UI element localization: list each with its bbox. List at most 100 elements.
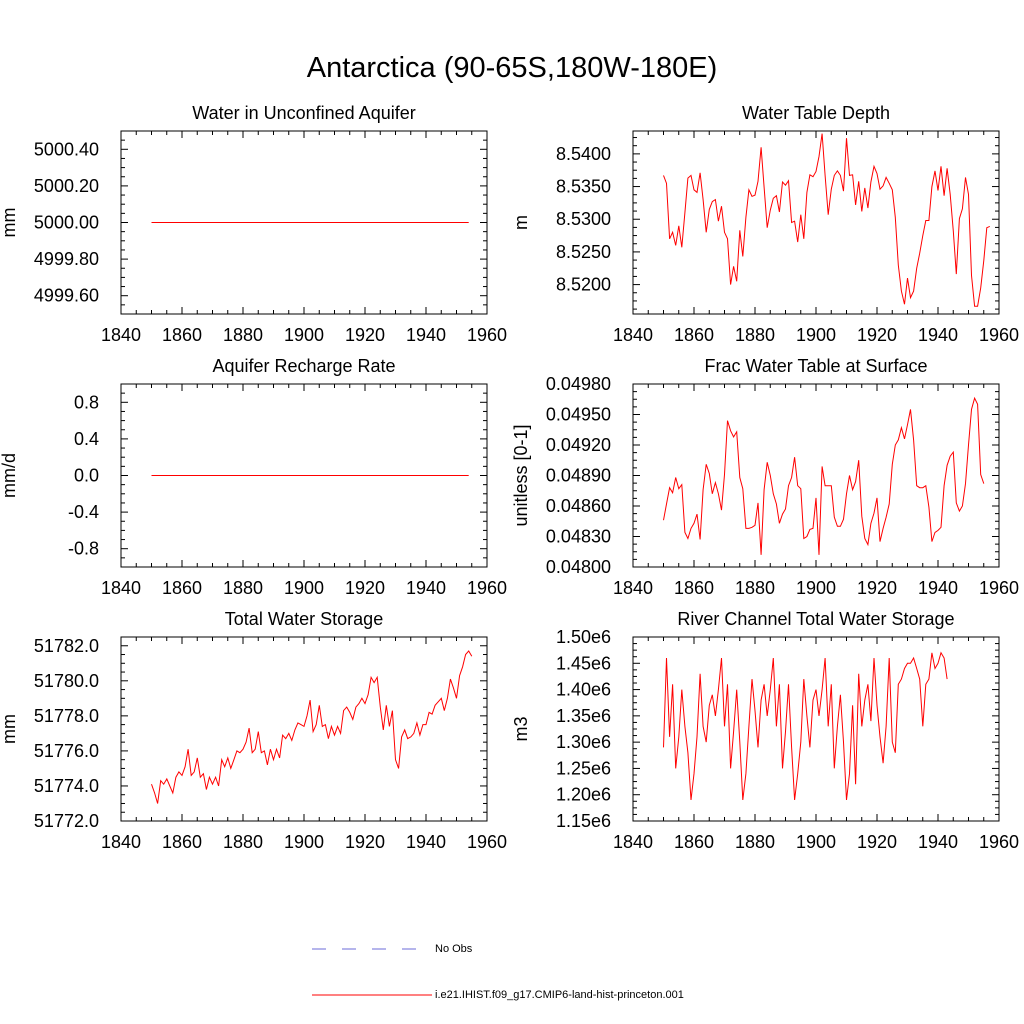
y-tick-label: 8.5200 (556, 275, 611, 295)
panel-1: Water in Unconfined Aquifer mm 1840 1860 188… (0, 103, 507, 345)
x-tick-label: 1920 (857, 578, 897, 598)
x-tick-label: 1860 (674, 832, 714, 852)
figure-title: Antarctica (90-65S,180W-180E) (306, 52, 718, 84)
y-tick-label: 0.8 (74, 392, 99, 412)
x-tick-label: 1880 (735, 325, 775, 345)
panel-frame (632, 636, 1000, 822)
y-tick-label: 8.5300 (556, 209, 611, 229)
x-tick-label: 1940 (918, 578, 958, 598)
x-tick-label: 1840 (613, 832, 653, 852)
x-tick-label: 1860 (674, 578, 714, 598)
panel-4: Frac Water Table at Surface unitless [0-1… (511, 356, 1019, 598)
legend-model-label: i.e21.IHIST.f09_g17.CMIP6-land-hist-prin… (435, 989, 684, 1001)
x-tick-label: 1960 (467, 832, 507, 852)
y-tick-label: 0.04920 (546, 435, 611, 455)
y-tick-label: 8.5250 (556, 242, 611, 262)
x-tick-label: 1880 (223, 325, 263, 345)
panel-title: River Channel Total Water Storage (677, 609, 954, 629)
x-tick-label: 1840 (101, 325, 141, 345)
x-tick-label: 1960 (979, 832, 1019, 852)
x-tick-label: 1860 (162, 578, 202, 598)
legend-obs-line (312, 948, 426, 950)
x-tick-label: 1920 (345, 325, 385, 345)
y-tick-label: 1.45e6 (556, 653, 611, 673)
y-axis-label: mm/d (0, 453, 19, 498)
x-tick-label: 1940 (918, 325, 958, 345)
y-tick-label: 51776.0 (34, 741, 99, 761)
y-axis-label: m3 (511, 716, 531, 741)
y-tick-label: 51774.0 (34, 776, 99, 796)
x-tick-label: 1900 (284, 325, 324, 345)
y-tick-label: 1.40e6 (556, 680, 611, 700)
x-tick-label: 1940 (406, 832, 446, 852)
y-tick-label: 1.35e6 (556, 706, 611, 726)
x-tick-label: 1840 (101, 832, 141, 852)
y-axis-label: mm (0, 714, 19, 744)
y-tick-label: 0.04860 (546, 496, 611, 516)
y-tick-label: 0.04890 (546, 466, 611, 486)
y-tick-label: 1.30e6 (556, 732, 611, 752)
series-line-1 (663, 133, 990, 307)
legend-model-line (312, 994, 432, 996)
y-tick-label: 8.5400 (556, 144, 611, 164)
x-tick-label: 1900 (284, 578, 324, 598)
y-tick-label: 0.0 (74, 466, 99, 486)
y-tick-label: 4999.80 (34, 249, 99, 269)
y-axis-label: m (511, 215, 531, 230)
x-tick-label: 1900 (796, 325, 836, 345)
x-tick-label: 1860 (162, 325, 202, 345)
panel-title: Water Table Depth (742, 103, 890, 123)
x-tick-label: 1960 (979, 578, 1019, 598)
x-tick-label: 1900 (796, 578, 836, 598)
y-axis-label: mm (0, 208, 19, 238)
panel-frame (120, 636, 488, 822)
x-tick-label: 1920 (345, 832, 385, 852)
x-tick-label: 1920 (345, 578, 385, 598)
x-tick-label: 1960 (467, 325, 507, 345)
x-tick-label: 1860 (674, 325, 714, 345)
x-tick-label: 1880 (223, 832, 263, 852)
panel-title: Water in Unconfined Aquifer (192, 103, 415, 123)
y-tick-label: 51778.0 (34, 706, 99, 726)
x-tick-label: 1900 (796, 832, 836, 852)
y-tick-label: 51772.0 (34, 811, 99, 831)
y-tick-label: 0.04980 (546, 374, 611, 394)
series-line-1 (663, 396, 985, 555)
y-tick-label: -0.8 (68, 539, 99, 559)
y-tick-label: 0.04800 (546, 557, 611, 577)
y-tick-label: 5000.40 (34, 139, 99, 159)
x-tick-label: 1880 (735, 832, 775, 852)
x-tick-label: 1880 (223, 578, 263, 598)
y-tick-label: 1.15e6 (556, 811, 611, 831)
x-tick-label: 1940 (918, 832, 958, 852)
x-tick-label: 1840 (101, 578, 141, 598)
x-tick-label: 1960 (467, 578, 507, 598)
x-tick-label: 1940 (406, 578, 446, 598)
x-tick-label: 1940 (406, 325, 446, 345)
panel-3: Aquifer Recharge Rate mm/d 1840 1860 1880 190… (0, 356, 507, 598)
y-tick-label: 8.5350 (556, 177, 611, 197)
y-tick-label: 0.04830 (546, 527, 611, 547)
y-tick-label: 1.20e6 (556, 785, 611, 805)
x-tick-label: 1840 (613, 325, 653, 345)
y-axis-label: unitless [0-1] (511, 424, 531, 526)
x-tick-label: 1880 (735, 578, 775, 598)
panel-title: Aquifer Recharge Rate (212, 356, 395, 376)
y-tick-label: 4999.60 (34, 286, 99, 306)
panel-title: Frac Water Table at Surface (704, 356, 927, 376)
series-line-1 (151, 650, 473, 804)
x-tick-label: 1920 (857, 325, 897, 345)
x-tick-label: 1860 (162, 832, 202, 852)
y-tick-label: 0.04950 (546, 405, 611, 425)
y-tick-label: 51780.0 (34, 671, 99, 691)
legend-obs-label: No Obs (435, 943, 473, 955)
panel-frame (632, 130, 1000, 315)
y-tick-label: 51782.0 (34, 636, 99, 656)
y-tick-label: -0.4 (68, 502, 99, 522)
panel-2: Water Table Depth m 1840 1860 1880 1900 1920 19… (511, 103, 1019, 345)
panel-title: Total Water Storage (225, 609, 383, 629)
y-tick-label: 1.50e6 (556, 627, 611, 647)
